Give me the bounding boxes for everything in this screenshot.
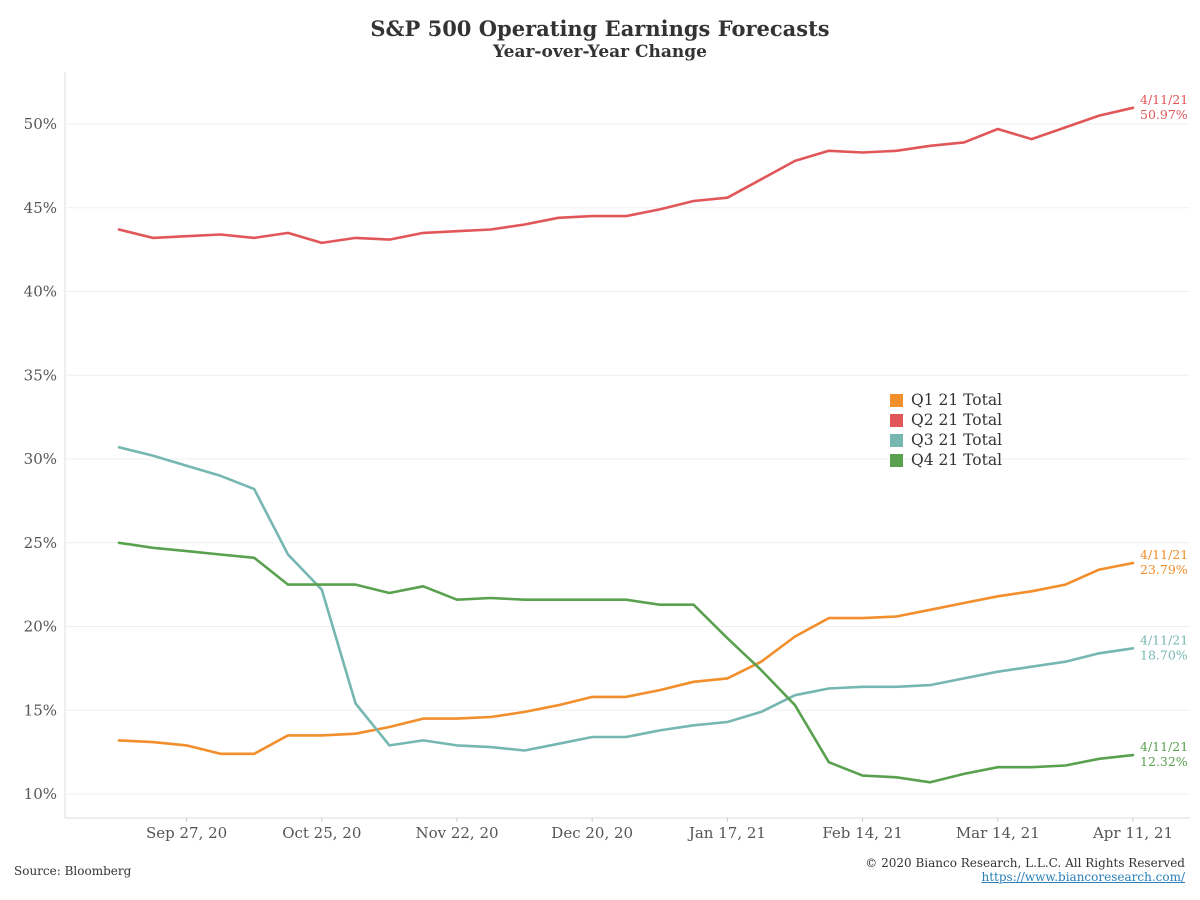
y-tick-label: 10% <box>24 785 57 803</box>
website-link[interactable]: https://www.biancoresearch.com/ <box>981 870 1185 884</box>
x-tick-label: Feb 14, 21 <box>822 824 903 842</box>
y-tick-label: 40% <box>24 283 57 301</box>
legend-item: Q2 21 Total <box>890 410 1002 430</box>
chart-title: S&P 500 Operating Earnings Forecasts <box>370 16 830 41</box>
legend-label: Q1 21 Total <box>911 391 1003 409</box>
legend-label: Q4 21 Total <box>911 451 1003 469</box>
copyright-note: © 2020 Bianco Research, L.L.C. All Right… <box>865 856 1185 870</box>
legend-item: Q1 21 Total <box>890 390 1002 410</box>
legend-swatch <box>890 453 903 467</box>
legend-item: Q4 21 Total <box>890 450 1002 470</box>
chart-subtitle: Year-over-Year Change <box>492 42 707 62</box>
end-label-value: 18.70% <box>1140 647 1188 662</box>
y-tick-label: 15% <box>24 701 57 719</box>
series-line-q1-21-total <box>117 561 1135 756</box>
legend-swatch <box>890 433 903 447</box>
end-label-value: 23.79% <box>1140 562 1188 577</box>
legend-label: Q3 21 Total <box>911 431 1003 449</box>
x-tick-label: Apr 11, 21 <box>1092 824 1173 842</box>
x-tick-label: Dec 20, 20 <box>551 824 633 842</box>
y-tick-label: 50% <box>24 115 57 133</box>
end-label-date: 4/11/21 <box>1140 92 1188 107</box>
y-tick-label: 30% <box>24 450 57 468</box>
source-note: Source: Bloomberg <box>14 864 132 878</box>
x-tick-label: Oct 25, 20 <box>282 824 361 842</box>
y-tick-label: 35% <box>24 366 57 384</box>
x-tick-label: Nov 22, 20 <box>415 824 498 842</box>
series-line-q2-21-total <box>117 106 1135 245</box>
y-tick-label: 20% <box>24 618 57 636</box>
x-tick-label: Jan 17, 21 <box>687 824 766 842</box>
chart-legend: Q1 21 Total Q2 21 Total Q3 21 Total Q4 21 T… <box>890 390 1002 470</box>
end-label-value: 50.97% <box>1140 107 1188 122</box>
legend-item: Q3 21 Total <box>890 430 1002 450</box>
series-line-q3-21-total <box>117 446 1135 752</box>
end-label-date: 4/11/21 <box>1140 632 1188 647</box>
end-label-date: 4/11/21 <box>1140 739 1188 754</box>
x-tick-label: Sep 27, 20 <box>146 824 227 842</box>
legend-label: Q2 21 Total <box>911 411 1003 429</box>
y-tick-label: 25% <box>24 534 57 552</box>
end-label-date: 4/11/21 <box>1140 547 1188 562</box>
end-label-value: 12.32% <box>1140 754 1188 769</box>
legend-swatch <box>890 413 903 427</box>
y-tick-label: 45% <box>24 199 57 217</box>
legend-swatch <box>890 393 903 407</box>
series-line-q4-21-total <box>117 541 1135 784</box>
x-tick-label: Mar 14, 21 <box>956 824 1040 842</box>
